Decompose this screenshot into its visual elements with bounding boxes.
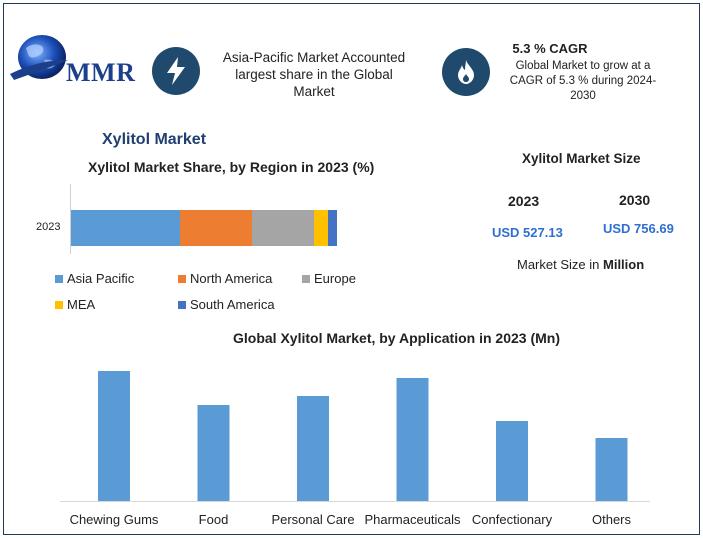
x-tick-label: Chewing Gums: [69, 512, 159, 527]
legend-swatch: [178, 274, 186, 283]
legend-swatch: [178, 300, 186, 309]
year-end: 2030: [619, 192, 651, 208]
legend-label: Asia Pacific: [67, 271, 135, 286]
cagr-title: 5.3 % CAGR: [512, 41, 588, 56]
legend-north-america: North America: [178, 271, 272, 286]
flame-icon: [458, 60, 474, 84]
value-start: USD 527.13: [492, 225, 563, 240]
value-end: USD 756.69: [603, 221, 674, 236]
cagr-text: Global Market to grow at a CAGR of 5.3 %…: [509, 60, 657, 102]
x-tick-label: Pharmaceuticals: [364, 512, 461, 527]
legend-label: MEA: [67, 297, 96, 312]
legend-asia-pacific: Asia Pacific: [55, 271, 134, 286]
legend-swatch: [302, 274, 310, 283]
unit-prefix: Market Size in: [517, 257, 600, 272]
legend-mea: MEA: [55, 297, 95, 312]
stack-axis: [70, 184, 71, 254]
x-tick-label: Confectionary: [471, 512, 553, 527]
stack-segment-north-america: [180, 210, 252, 246]
stacked-bar: [71, 210, 337, 246]
cagr-badge: [442, 48, 490, 96]
unit-bold: Million: [603, 257, 645, 272]
x-axis-line: [60, 501, 650, 502]
market-size-title: Xylitol Market Size: [522, 151, 641, 166]
app-chart-title: Global Xylitol Market, by Application in…: [233, 330, 560, 346]
x-axis-labels: Chewing Gums Food Personal Care Pharmaceuti…: [0, 512, 703, 530]
legend-swatch: [55, 274, 63, 283]
x-tick-label: Others: [591, 512, 632, 527]
x-tick-label: Food: [198, 512, 229, 527]
legend-swatch: [55, 300, 63, 309]
stack-segment-europe: [251, 210, 315, 246]
market-size-unit: Market Size in Million: [517, 257, 644, 272]
page-title: Xylitol Market: [102, 131, 207, 148]
stack-segment-mea: [314, 210, 328, 246]
region-note: Asia-Pacific Market Accounted largest sh…: [222, 50, 406, 99]
stack-segment-south-america: [327, 210, 337, 246]
lightning-icon: [167, 57, 185, 85]
infographic-frame: [3, 3, 700, 535]
logo-text: MMR: [66, 58, 136, 87]
stack-category-label: 2023: [36, 221, 61, 233]
region-badge: [152, 47, 200, 95]
stack-segment-asia-pacific: [71, 210, 181, 246]
x-tick-label: Personal Care: [271, 512, 355, 527]
year-start: 2023: [508, 193, 540, 209]
legend-south-america: South America: [178, 297, 275, 312]
globe-icon: [10, 35, 68, 80]
legend-label: Europe: [314, 271, 356, 286]
mmr-logo: [8, 30, 138, 90]
share-chart-title: Xylitol Market Share, by Region in 2023 …: [88, 159, 375, 175]
legend-europe: Europe: [302, 271, 356, 286]
legend-label: North America: [190, 271, 273, 286]
legend-label: South America: [190, 297, 275, 312]
